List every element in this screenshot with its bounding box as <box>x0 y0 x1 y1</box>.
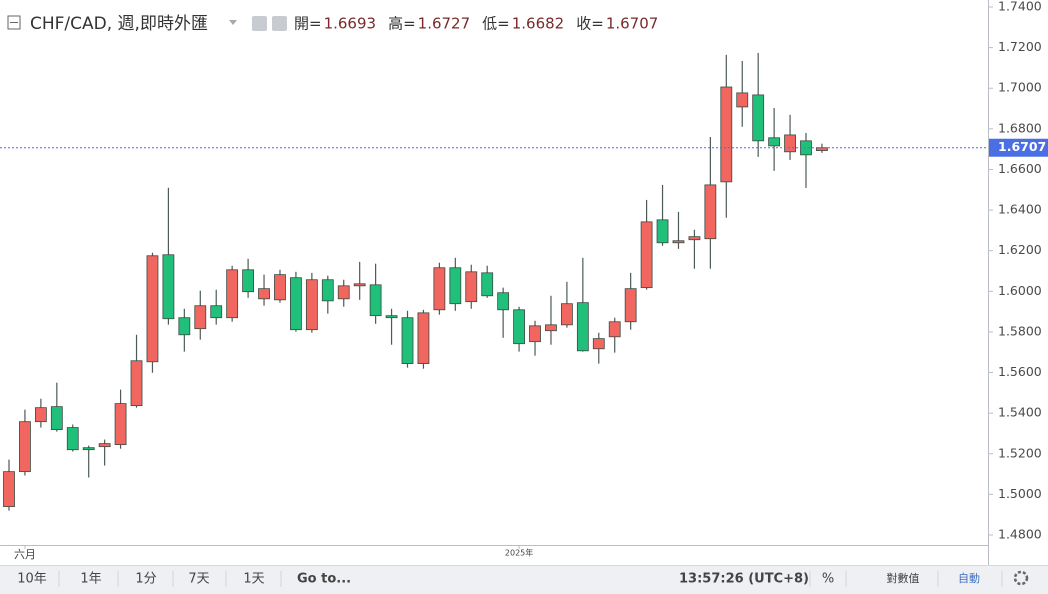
y-tick-label: 1.5800 <box>998 323 1042 338</box>
candle-body <box>513 309 525 345</box>
candle-body <box>465 271 478 303</box>
range-button[interactable]: 1天 <box>243 572 264 587</box>
candle-body <box>19 421 31 473</box>
candle-body <box>321 279 334 302</box>
candle-body <box>162 254 175 320</box>
candle-body <box>449 267 462 305</box>
range-button[interactable]: 10年 <box>17 572 47 587</box>
settings-gear[interactable] <box>1013 570 1029 586</box>
candle-body <box>34 407 47 423</box>
candle-body <box>50 406 63 431</box>
candle-body <box>624 288 637 323</box>
candle-body <box>337 285 350 300</box>
candle-body <box>672 240 685 244</box>
candle-body <box>98 443 111 448</box>
candle-body <box>258 288 270 300</box>
ohlc-label: 高= <box>388 15 416 33</box>
candle-body <box>178 317 191 336</box>
y-tick-label: 1.6600 <box>998 161 1042 176</box>
candle-body <box>497 292 510 311</box>
auto-button[interactable]: 自動 <box>958 571 980 585</box>
candle-body <box>146 255 159 363</box>
percent-button[interactable]: % <box>822 572 834 587</box>
last-price-label: 1.6707 <box>998 139 1046 154</box>
candle-body <box>752 94 765 142</box>
range-button[interactable]: 1年 <box>80 572 101 587</box>
toolbar <box>0 565 1048 594</box>
candle-body <box>82 447 95 451</box>
ohlc-value: 1.6707 <box>606 15 659 33</box>
y-tick-label: 1.7200 <box>998 39 1042 54</box>
candle-body <box>290 277 302 331</box>
ohlc-value: 1.6727 <box>418 15 471 33</box>
x-tick-label: 2025年 <box>505 548 533 558</box>
candle-body <box>369 284 382 317</box>
candle-body <box>353 283 366 287</box>
y-tick-label: 1.5400 <box>998 405 1042 420</box>
candle-body <box>66 427 79 451</box>
candle-body <box>114 403 127 446</box>
visibility-icon[interactable] <box>252 16 267 31</box>
candle-body <box>656 219 669 244</box>
y-tick-label: 1.5000 <box>998 486 1042 501</box>
candle-body <box>592 338 605 350</box>
candle-body <box>561 303 573 326</box>
y-tick-label: 1.7400 <box>998 0 1042 14</box>
ohlc-label: 收= <box>576 15 604 33</box>
clock: 13:57:26 (UTC+8) <box>679 572 809 587</box>
candle-body <box>274 274 286 301</box>
candle-body <box>3 471 15 507</box>
candle-body <box>768 137 781 147</box>
ohlc-label: 低= <box>482 15 510 33</box>
candle-body <box>576 302 589 352</box>
candle-body <box>130 360 143 407</box>
goto-button[interactable]: Go to... <box>297 572 351 587</box>
candle-body <box>433 267 446 311</box>
range-button[interactable]: 1分 <box>135 572 156 587</box>
x-tick-label: 六月 <box>14 548 36 561</box>
candle-body <box>688 236 701 241</box>
candle-body <box>242 269 255 293</box>
y-tick-label: 1.5200 <box>998 445 1042 460</box>
y-tick-label: 1.6800 <box>998 120 1042 135</box>
candle-body <box>784 134 796 153</box>
ohlc-label: 開= <box>294 15 322 33</box>
candle-body <box>305 279 318 331</box>
candle-body <box>704 184 717 240</box>
candle-body <box>608 321 621 338</box>
candle-body <box>385 315 398 319</box>
y-tick-label: 1.7000 <box>998 80 1042 95</box>
y-tick-label: 1.6000 <box>998 283 1042 298</box>
y-tick-label: 1.6200 <box>998 242 1042 257</box>
settings-icon[interactable] <box>272 16 287 31</box>
candle-body <box>401 317 414 365</box>
candle-body <box>529 325 541 343</box>
candle-body <box>194 305 207 330</box>
ohlc-value: 1.6682 <box>512 15 565 33</box>
candle-body <box>545 324 557 332</box>
candle-body <box>210 305 223 319</box>
ohlc-value: 1.6693 <box>324 15 377 33</box>
candle-body <box>720 86 733 183</box>
candle-body <box>417 312 430 365</box>
dropdown-arrow[interactable] <box>229 20 237 25</box>
log-button[interactable]: 對數值 <box>887 571 920 585</box>
candle-body <box>226 269 239 319</box>
last-price-box <box>989 138 1048 157</box>
symbol-title[interactable]: CHF/CAD, 週,即時外匯 <box>30 14 208 34</box>
candle-body <box>640 221 653 289</box>
collapse-icon[interactable] <box>7 15 21 30</box>
candle-body <box>736 92 749 108</box>
range-button[interactable]: 7天 <box>188 572 209 587</box>
y-tick-label: 1.4800 <box>998 527 1042 542</box>
y-tick-label: 1.6400 <box>998 202 1042 217</box>
candle-body <box>481 272 494 297</box>
y-tick-label: 1.5600 <box>998 364 1042 379</box>
